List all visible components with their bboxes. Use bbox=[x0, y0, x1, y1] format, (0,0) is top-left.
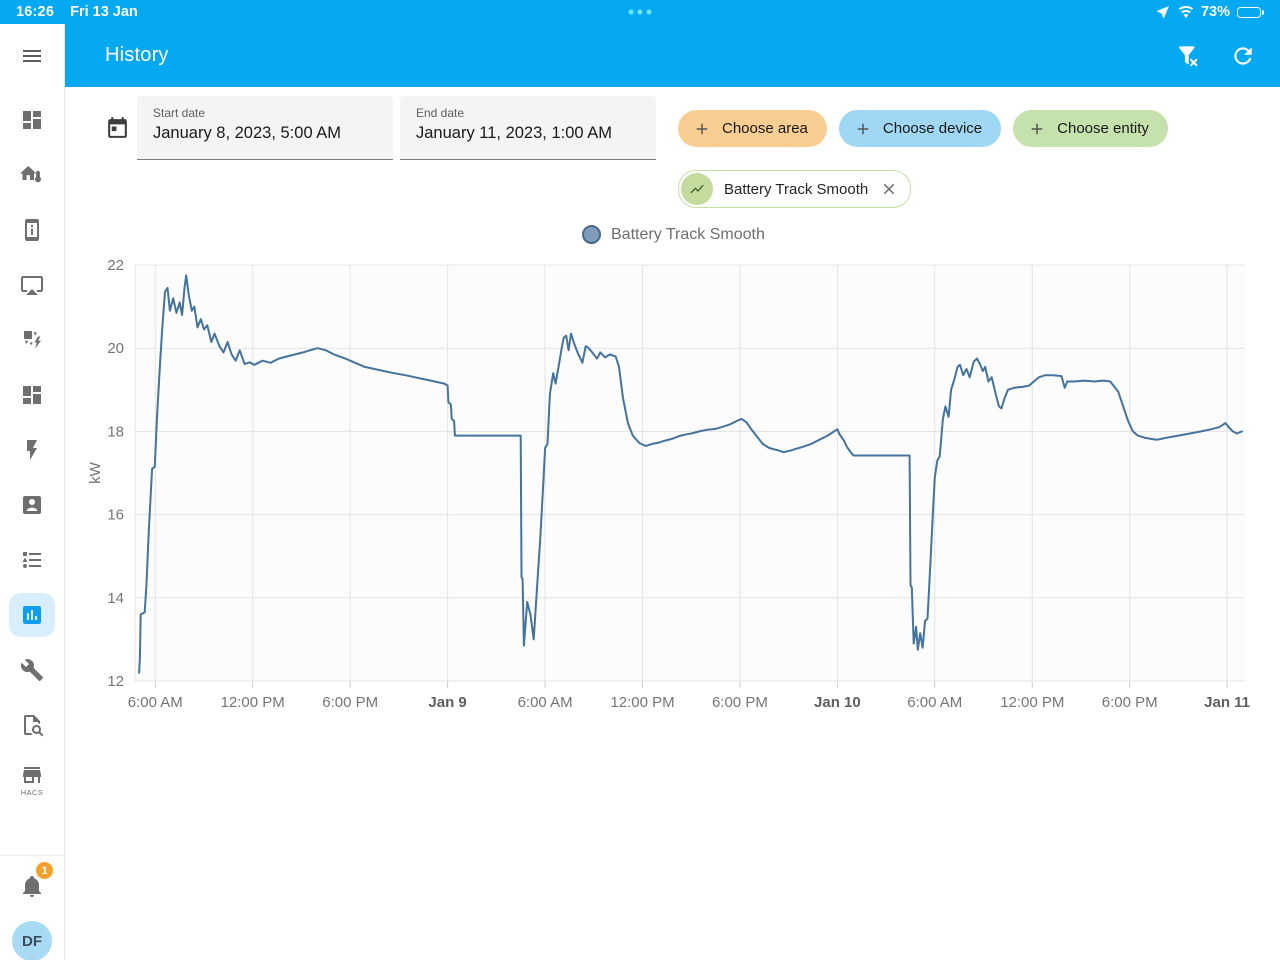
sidebar: HACS 1 DF bbox=[0, 24, 65, 960]
sidebar-item-hacs[interactable]: HACS bbox=[9, 756, 55, 804]
svg-text:6:00 AM: 6:00 AM bbox=[518, 694, 573, 711]
end-date-field[interactable]: End date January 11, 2023, 1:00 AM bbox=[400, 96, 656, 160]
end-date-label: End date bbox=[416, 106, 465, 120]
entity-chip-label: Battery Track Smooth bbox=[724, 180, 869, 198]
legend-marker bbox=[582, 225, 601, 244]
sidebar-item-media-cast[interactable] bbox=[9, 261, 55, 309]
chip-label: Choose device bbox=[882, 120, 983, 137]
chart-line-icon bbox=[689, 181, 705, 197]
battery-icon bbox=[1237, 6, 1264, 18]
svg-text:6:00 AM: 6:00 AM bbox=[907, 694, 962, 711]
content: Start date January 8, 2023, 5:00 AM End … bbox=[65, 87, 1280, 960]
avatar[interactable]: DF bbox=[12, 921, 52, 960]
chip-choose-device[interactable]: Choose device bbox=[838, 110, 1002, 147]
sidebar-item-solar[interactable] bbox=[9, 316, 55, 364]
svg-text:6:00 AM: 6:00 AM bbox=[128, 694, 183, 711]
entity-chip-avatar bbox=[681, 173, 713, 205]
sidebar-item-dashboard-2[interactable] bbox=[9, 371, 55, 419]
calendar-icon[interactable] bbox=[105, 115, 130, 140]
sidebar-items: HACS bbox=[0, 96, 64, 804]
entity-chip[interactable]: Battery Track Smooth bbox=[678, 170, 912, 208]
svg-text:Jan 11: Jan 11 bbox=[1204, 694, 1250, 711]
svg-text:6:00 PM: 6:00 PM bbox=[712, 694, 768, 711]
svg-text:12:00 PM: 12:00 PM bbox=[1000, 694, 1064, 711]
svg-text:18: 18 bbox=[107, 423, 124, 440]
legend-label: Battery Track Smooth bbox=[611, 225, 765, 243]
menu-button[interactable] bbox=[0, 24, 64, 87]
svg-text:20: 20 bbox=[107, 340, 124, 357]
sidebar-item-log-viewer[interactable] bbox=[9, 701, 55, 749]
svg-text:14: 14 bbox=[107, 590, 124, 607]
page-title: History bbox=[105, 44, 169, 66]
sidebar-item-person[interactable] bbox=[9, 481, 55, 529]
svg-text:12: 12 bbox=[107, 673, 124, 690]
location-icon bbox=[1155, 4, 1171, 20]
chip-label: Choose entity bbox=[1057, 120, 1149, 137]
account-box-icon bbox=[20, 493, 44, 517]
svg-text:6:00 PM: 6:00 PM bbox=[1102, 694, 1158, 711]
svg-text:22: 22 bbox=[107, 257, 124, 274]
status-date: Fri 13 Jan bbox=[70, 4, 138, 20]
hamburger-icon bbox=[20, 44, 44, 68]
sidebar-item-logbook[interactable] bbox=[9, 536, 55, 584]
status-icons: 73% bbox=[1155, 4, 1264, 20]
sidebar-item-home-climate[interactable] bbox=[9, 151, 55, 199]
sidebar-item-energy[interactable] bbox=[9, 426, 55, 474]
bell-icon bbox=[20, 874, 44, 898]
battery-percent: 73% bbox=[1200, 4, 1230, 20]
end-date-value: January 11, 2023, 1:00 AM bbox=[416, 124, 612, 142]
sidebar-bottom: 1 DF bbox=[0, 855, 64, 960]
chart-box-icon bbox=[20, 603, 44, 627]
wifi-icon bbox=[1178, 4, 1194, 20]
sidebar-item-developer-tools[interactable] bbox=[9, 646, 55, 694]
wrench-icon bbox=[20, 658, 44, 682]
flash-icon bbox=[20, 438, 44, 462]
status-bar: 16:26 Fri 13 Jan 73% bbox=[0, 0, 1280, 24]
airplay-icon bbox=[20, 273, 44, 297]
notification-badge: 1 bbox=[36, 862, 53, 879]
chip-choose-area[interactable]: Choose area bbox=[678, 110, 827, 147]
svg-text:12:00 PM: 12:00 PM bbox=[221, 694, 285, 711]
sidebar-item-overview[interactable] bbox=[9, 96, 55, 144]
chip-label: Choose area bbox=[722, 120, 808, 137]
app-header: History bbox=[65, 24, 1280, 87]
svg-text:6:00 PM: 6:00 PM bbox=[322, 694, 378, 711]
svg-text:Jan 10: Jan 10 bbox=[814, 694, 861, 711]
view-dashboard-icon bbox=[20, 383, 44, 407]
start-date-field[interactable]: Start date January 8, 2023, 5:00 AM bbox=[137, 96, 393, 160]
history-chart[interactable]: 12 14 16 18 20 22 6:00 AM 12:00 PM 6:00 PM Jan 9 6… bbox=[80, 255, 1265, 715]
sidebar-item-label: HACS bbox=[20, 788, 44, 797]
plus-icon bbox=[854, 120, 872, 138]
entity-chip-close-icon[interactable] bbox=[880, 180, 898, 198]
chip-choose-entity[interactable]: Choose entity bbox=[1013, 110, 1168, 147]
svg-text:12:00 PM: 12:00 PM bbox=[610, 694, 674, 711]
svg-text:kW: kW bbox=[87, 461, 104, 484]
svg-text:16: 16 bbox=[107, 507, 124, 524]
plus-icon bbox=[693, 120, 711, 138]
plus-icon bbox=[1028, 120, 1046, 138]
svg-text:Jan 9: Jan 9 bbox=[428, 694, 466, 711]
notifications-button[interactable]: 1 bbox=[8, 862, 56, 905]
refresh-button[interactable] bbox=[1230, 43, 1256, 69]
tablet-info-icon bbox=[20, 218, 44, 242]
home-thermometer-icon bbox=[20, 163, 44, 187]
solar-power-icon bbox=[20, 328, 44, 352]
sidebar-item-history[interactable] bbox=[9, 593, 55, 637]
store-icon bbox=[20, 763, 44, 787]
start-date-value: January 8, 2023, 5:00 AM bbox=[153, 124, 342, 142]
sidebar-item-tablet-info[interactable] bbox=[9, 206, 55, 254]
status-time: 16:26 bbox=[16, 4, 55, 20]
file-search-icon bbox=[20, 713, 44, 737]
filter-chips: Choose area Choose device Choose entity bbox=[678, 110, 1168, 147]
filter-remove-button[interactable] bbox=[1174, 43, 1200, 69]
list-icon bbox=[20, 548, 44, 572]
legend-item[interactable]: Battery Track Smooth bbox=[582, 225, 765, 244]
start-date-label: Start date bbox=[153, 106, 206, 120]
view-dashboard-icon bbox=[20, 108, 44, 132]
multitask-dots-icon bbox=[628, 9, 652, 15]
